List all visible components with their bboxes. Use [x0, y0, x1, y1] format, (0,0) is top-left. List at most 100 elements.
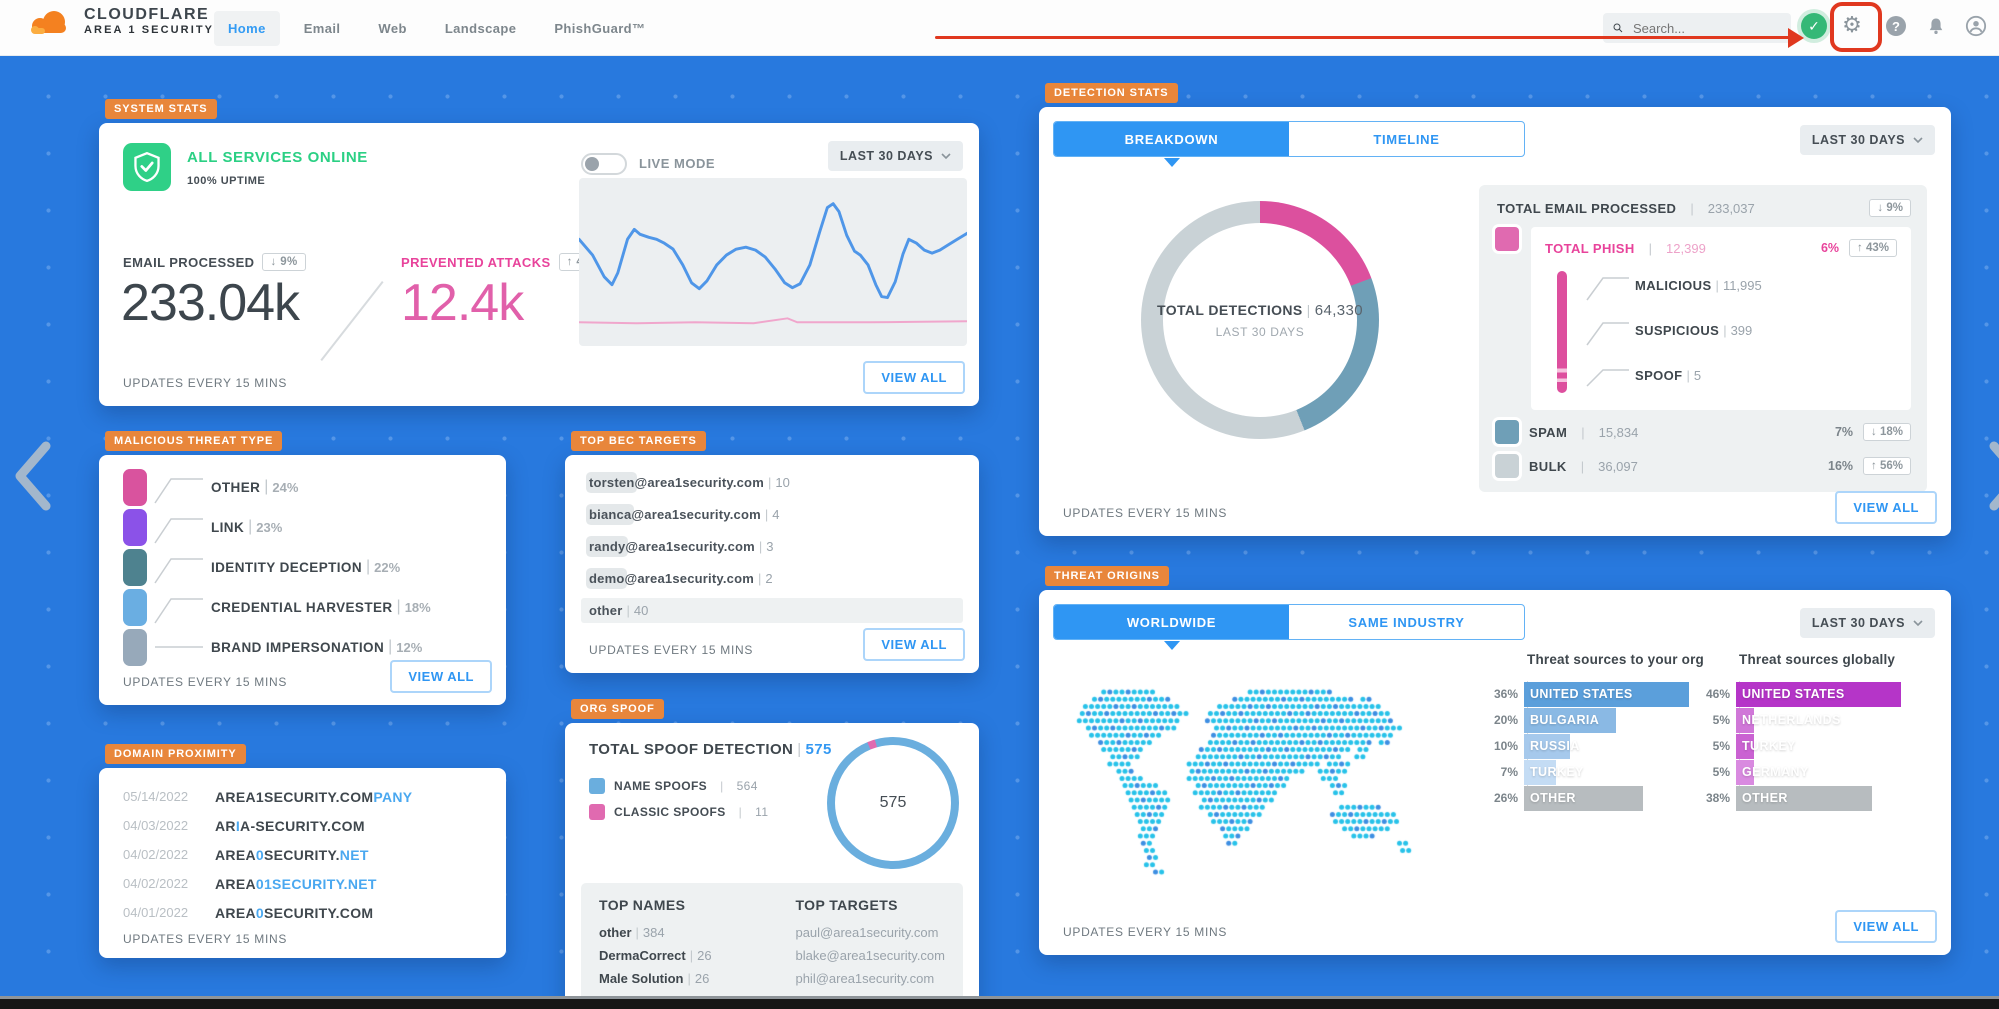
- separator: |: [687, 971, 691, 986]
- top-targets-header: TOP TARGETS: [795, 897, 898, 913]
- range-dropdown[interactable]: LAST 30 DAYS: [1799, 608, 1935, 638]
- origin-country-label: BULGARIA: [1530, 713, 1600, 727]
- brand-line2: AREA 1 SECURITY: [84, 23, 215, 36]
- domain-date: 04/01/2022: [123, 905, 189, 920]
- dashboard-canvas: SYSTEM STATS ALL SERVICES ONLINE 100% UP…: [0, 56, 1999, 1009]
- view-all-button[interactable]: VIEW ALL: [863, 628, 965, 661]
- color-chip: [123, 628, 147, 666]
- view-all-button[interactable]: VIEW ALL: [1835, 491, 1937, 524]
- range-dropdown[interactable]: LAST 30 DAYS: [827, 141, 963, 171]
- bec-target: demo@area1security.com: [589, 571, 754, 586]
- column-title: Threat sources to your org: [1527, 652, 1704, 667]
- threat-type-row-identity-deception: IDENTITY DECEPTION | 22%: [99, 547, 506, 587]
- domain-row: 04/03/2022 ARIA-SECURITY.COM: [99, 811, 506, 840]
- tab-worldwide[interactable]: WORLDWIDE: [1054, 605, 1289, 639]
- main-nav: Home Email Web Landscape PhishGuard™: [214, 0, 659, 56]
- notifications-bell-icon[interactable]: [1921, 11, 1951, 41]
- view-all-button[interactable]: VIEW ALL: [863, 361, 965, 394]
- prevented-attacks-value: 12.4k: [401, 274, 524, 332]
- origin-row-netherlands: 5% NETHERLANDS: [1713, 707, 1949, 733]
- nav-item-web[interactable]: Web: [378, 20, 407, 36]
- help-icon[interactable]: ?: [1881, 11, 1911, 41]
- detections-donut-center: TOTAL DETECTIONS | 64,330 LAST 30 DAYS: [1157, 223, 1363, 417]
- total-detections-label: TOTAL DETECTIONS: [1157, 301, 1303, 318]
- threat-type-label: IDENTITY DECEPTION: [211, 559, 362, 575]
- phish-color-chip: [1495, 227, 1519, 251]
- origin-country-label: RUSSIA: [1530, 739, 1580, 753]
- row-delta: ↑ 43%: [1849, 239, 1897, 257]
- tab-same-industry[interactable]: SAME INDUSTRY: [1348, 614, 1465, 630]
- spam-row: SPAM | 15,834 7% ↓ 18%: [1495, 420, 1911, 444]
- protection-check-icon[interactable]: ✓: [1799, 11, 1829, 41]
- origin-percent: 26%: [1493, 791, 1518, 805]
- bec-target: other: [589, 603, 623, 618]
- live-mode-label: LIVE MODE: [639, 156, 716, 171]
- color-chip: [589, 778, 605, 794]
- tab-timeline[interactable]: TIMELINE: [1373, 131, 1440, 147]
- sparkline-chart: [577, 178, 969, 346]
- range-label: LAST 30 DAYS: [1811, 133, 1905, 147]
- threat-origins-badge: THREAT ORIGINS: [1045, 566, 1169, 586]
- view-all-button[interactable]: VIEW ALL: [390, 660, 492, 693]
- top-header: CLOUDFLARE AREA 1 SECURITY Home Email Web L…: [0, 0, 1999, 56]
- row-label: TOTAL EMAIL PROCESSED: [1497, 200, 1677, 216]
- legend-value: 11: [755, 805, 769, 819]
- person-icon: [1965, 15, 1987, 37]
- separator: |: [738, 805, 743, 819]
- spoof-count: 26: [697, 948, 712, 963]
- domain-row: 04/02/2022 AREA0SECURITY.NET: [99, 840, 506, 869]
- threat-type-percent: 22%: [374, 559, 401, 575]
- domain-date: 05/14/2022: [123, 789, 189, 804]
- org-spoof-badge: ORG SPOOF: [571, 699, 664, 719]
- nav-item-landscape[interactable]: Landscape: [444, 20, 517, 36]
- legend-label: NAME SPOOFS: [614, 779, 708, 793]
- range-dropdown[interactable]: LAST 30 DAYS: [1799, 125, 1935, 155]
- domain-name: AREA0SECURITY.NET: [215, 846, 369, 863]
- bottom-bar: [0, 996, 1999, 1009]
- user-avatar-icon[interactable]: [1961, 11, 1991, 41]
- total-email-row: TOTAL EMAIL PROCESSED | 233,037 ↓ 9%: [1495, 199, 1911, 217]
- view-all-button[interactable]: VIEW ALL: [1835, 910, 1937, 943]
- connector-line: [155, 646, 203, 648]
- settings-gear-icon[interactable]: ⚙: [1837, 11, 1867, 41]
- top-names-list: other | 384 DermaCorrect | 26 Male Solution | 26: [599, 921, 767, 990]
- origin-row-turkey: 7% TURKEY: [1501, 759, 1737, 785]
- domain-date: 04/02/2022: [123, 847, 189, 862]
- separator: |: [388, 638, 393, 655]
- range-label: LAST 30 DAYS: [839, 149, 933, 163]
- next-slide-button[interactable]: [1982, 440, 1999, 512]
- total-spoof-value: 575: [805, 741, 832, 758]
- tab-breakdown[interactable]: BREAKDOWN: [1054, 122, 1289, 156]
- origin-percent: 38%: [1705, 791, 1730, 805]
- origin-row-other: 38% OTHER: [1706, 785, 1949, 811]
- origin-percent: 10%: [1493, 739, 1518, 753]
- top-name-row: Male Solution | 26: [599, 967, 767, 990]
- nav-item-email[interactable]: Email: [303, 20, 341, 36]
- total-detections-value: 64,330: [1314, 301, 1363, 319]
- malicious-threat-type-card: MALICIOUS THREAT TYPE OTHER | 24% LINK | 23% I…: [99, 431, 506, 705]
- bec-count: 40: [633, 603, 649, 618]
- donut-range-sub: LAST 30 DAYS: [1215, 324, 1305, 339]
- spoof-detail-panel: TOP NAMES other | 384 DermaCorrect | 26 Male S…: [581, 883, 963, 1009]
- prev-slide-button[interactable]: [8, 440, 58, 512]
- brand[interactable]: CLOUDFLARE AREA 1 SECURITY: [26, 5, 214, 37]
- total-phish-row: TOTAL PHISH | 12,399 6% ↑ 43%: [1545, 239, 1897, 257]
- domain-name: AREA01SECURITY.NET: [215, 875, 377, 892]
- detection-stats-badge: DETECTION STATS: [1045, 83, 1178, 103]
- origin-country-label: NETHERLANDS: [1742, 713, 1841, 727]
- system-stats-card: SYSTEM STATS ALL SERVICES ONLINE 100% UP…: [99, 99, 979, 406]
- bec-target: torsten@area1security.com: [589, 475, 764, 490]
- origin-bar: OTHER: [1524, 785, 1643, 811]
- origin-country-label: TURKEY: [1530, 765, 1584, 779]
- origin-percent: 5%: [1712, 765, 1730, 779]
- total-phish-block: TOTAL PHISH | 12,399 6% ↑ 43% MALICIOUS: [1495, 227, 1911, 410]
- nav-item-home[interactable]: Home: [214, 10, 280, 46]
- nav-item-phishguard[interactable]: PhishGuard™: [554, 20, 646, 36]
- row-value: 12,399: [1666, 240, 1706, 256]
- phish-sub-rows: MALICIOUS | 11,995 SUSPICIOUS | 399 SPOOF: [1545, 263, 1897, 398]
- live-mode-toggle[interactable]: [581, 153, 627, 175]
- spoof-name: Male Solution: [599, 971, 684, 986]
- search-input[interactable]: [1631, 19, 1761, 37]
- threat-type-label: CREDENTIAL HARVESTER: [211, 599, 393, 615]
